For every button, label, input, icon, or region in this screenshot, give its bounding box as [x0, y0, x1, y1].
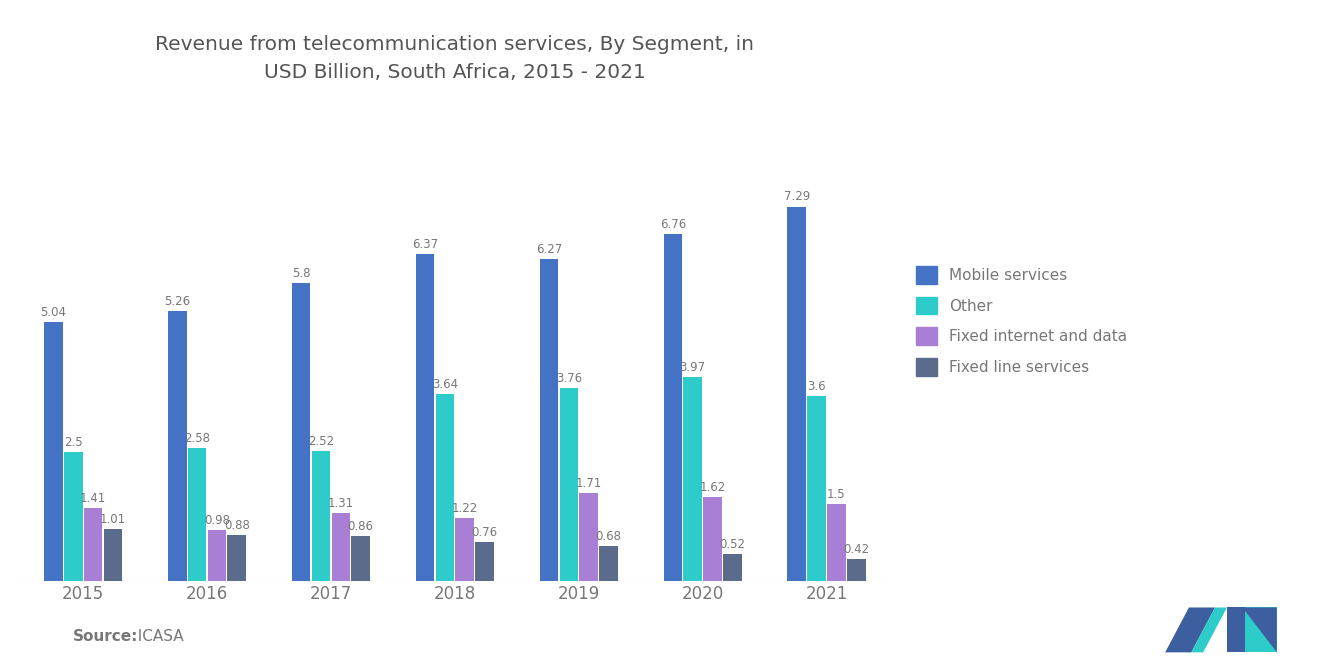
Polygon shape — [1166, 608, 1214, 652]
Text: 3.64: 3.64 — [432, 378, 458, 391]
Polygon shape — [1226, 608, 1245, 652]
Text: 1.5: 1.5 — [828, 487, 846, 501]
Bar — [560, 388, 578, 581]
Bar — [847, 559, 866, 581]
Bar — [187, 448, 206, 581]
Text: Source:: Source: — [73, 628, 139, 644]
Bar — [44, 322, 62, 581]
Bar — [579, 493, 598, 581]
Legend: Mobile services, Other, Fixed internet and data, Fixed line services: Mobile services, Other, Fixed internet a… — [911, 261, 1133, 380]
Text: 1.22: 1.22 — [451, 502, 478, 515]
Bar — [312, 452, 330, 581]
Text: 0.76: 0.76 — [471, 525, 498, 539]
Bar — [808, 396, 826, 581]
Text: 5.04: 5.04 — [41, 306, 66, 319]
Bar — [103, 529, 123, 581]
Bar — [227, 535, 246, 581]
Bar — [455, 518, 474, 581]
Bar — [331, 513, 350, 581]
Text: 1.71: 1.71 — [576, 477, 602, 489]
Text: ICASA: ICASA — [128, 628, 183, 644]
Bar — [168, 311, 186, 581]
Bar — [207, 530, 226, 581]
Bar — [83, 508, 103, 581]
Text: 0.86: 0.86 — [347, 521, 374, 533]
Polygon shape — [1242, 608, 1276, 652]
Text: 1.41: 1.41 — [81, 492, 106, 505]
Text: 2.58: 2.58 — [183, 432, 210, 445]
Text: 0.98: 0.98 — [205, 514, 230, 527]
Bar — [436, 394, 454, 581]
Bar — [540, 259, 558, 581]
Text: 6.27: 6.27 — [536, 243, 562, 256]
Bar — [475, 541, 494, 581]
Text: 0.68: 0.68 — [595, 529, 622, 543]
Bar — [704, 497, 722, 581]
Polygon shape — [1245, 608, 1276, 652]
Title: Revenue from telecommunication services, By Segment, in
USD Billion, South Afric: Revenue from telecommunication services,… — [156, 35, 754, 82]
Text: 0.52: 0.52 — [719, 538, 746, 551]
Text: 7.29: 7.29 — [784, 190, 810, 203]
Bar — [63, 452, 83, 581]
Bar — [599, 546, 618, 581]
Text: 2.5: 2.5 — [63, 436, 83, 450]
Bar — [664, 233, 682, 581]
Text: 3.6: 3.6 — [808, 380, 826, 393]
Text: 1.31: 1.31 — [327, 497, 354, 510]
Text: 5.8: 5.8 — [292, 267, 310, 280]
Text: 1.62: 1.62 — [700, 481, 726, 494]
Polygon shape — [1191, 608, 1226, 652]
Bar — [723, 554, 742, 581]
Bar — [684, 377, 702, 581]
Bar — [416, 254, 434, 581]
Text: 6.76: 6.76 — [660, 217, 686, 231]
Text: 3.97: 3.97 — [680, 361, 706, 374]
Text: 3.76: 3.76 — [556, 372, 582, 384]
Text: 6.37: 6.37 — [412, 237, 438, 251]
Bar — [788, 207, 807, 581]
Bar — [292, 283, 310, 581]
Text: 0.88: 0.88 — [224, 519, 249, 533]
Text: 0.42: 0.42 — [843, 543, 870, 556]
Text: 5.26: 5.26 — [164, 295, 190, 308]
Bar — [351, 537, 370, 581]
Text: 1.01: 1.01 — [100, 513, 125, 526]
Bar — [828, 503, 846, 581]
Text: 2.52: 2.52 — [308, 435, 334, 448]
